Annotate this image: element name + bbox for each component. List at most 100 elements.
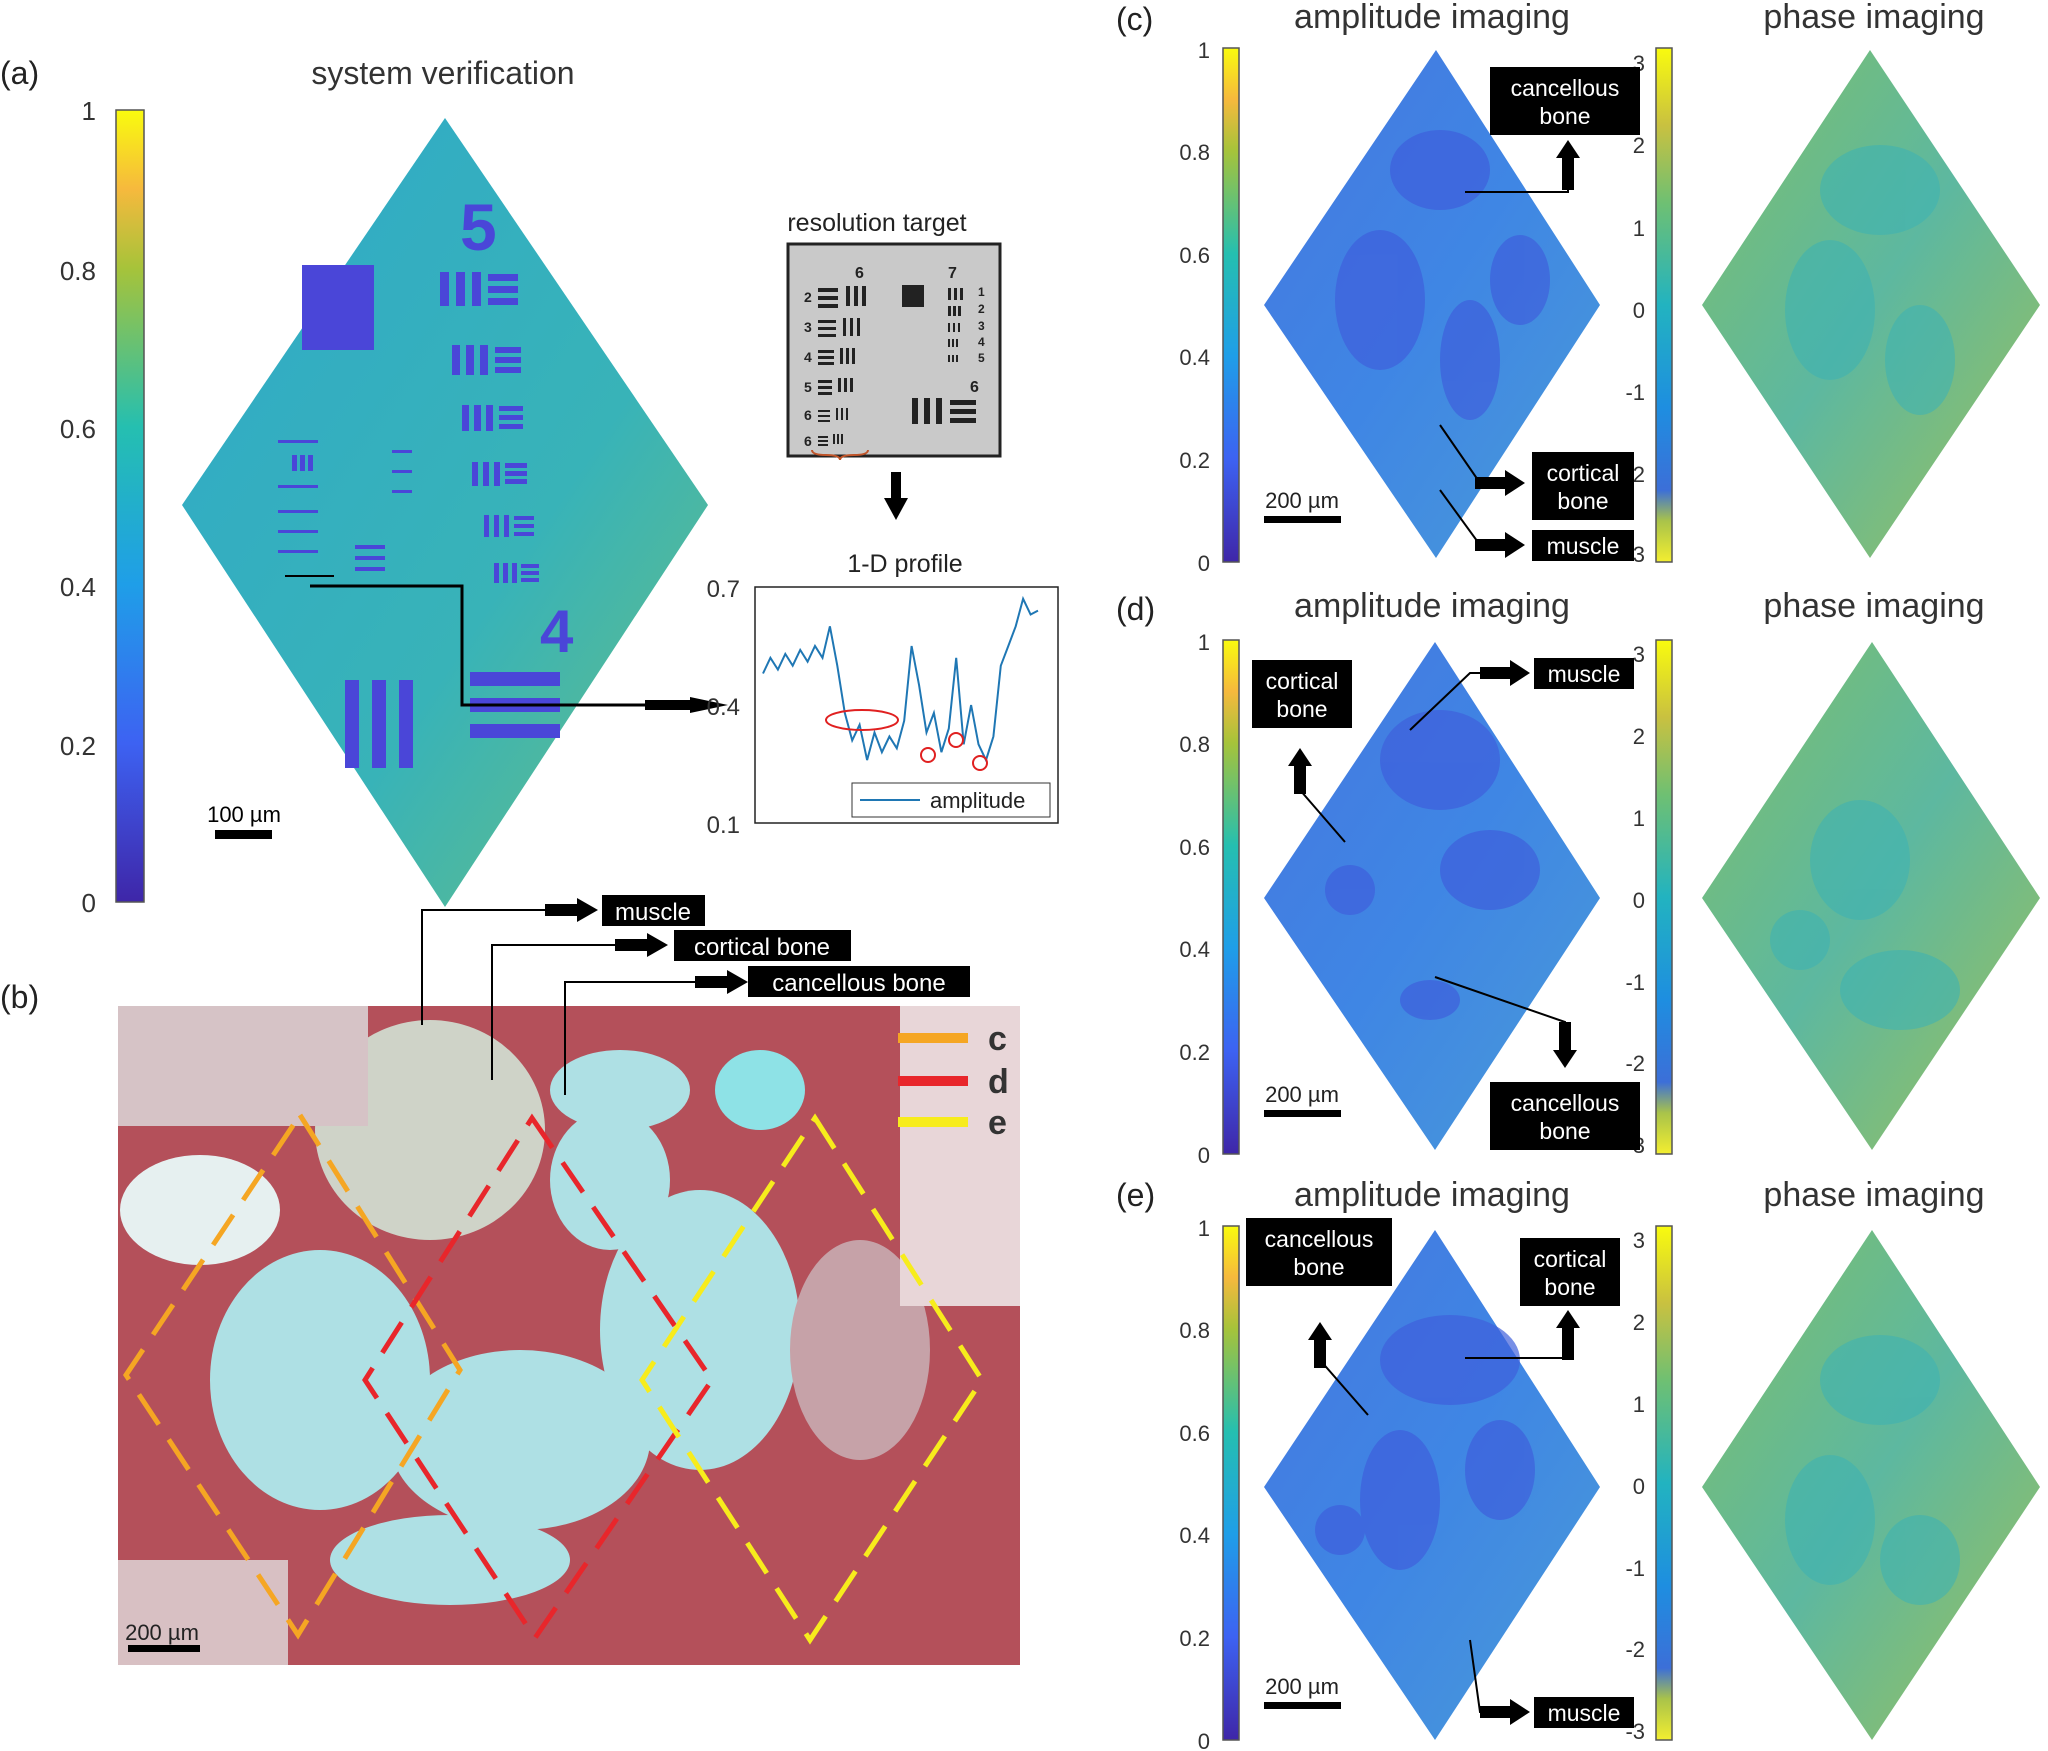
svg-text:3: 3: [1633, 1228, 1645, 1253]
colorbar-c-phase-ticks: -3 -2 -1 0 1 2 3: [1625, 51, 1645, 567]
callout-e-cortical: [1520, 1238, 1620, 1306]
svg-text:bone: bone: [1276, 696, 1327, 722]
svg-text:3: 3: [978, 319, 985, 333]
colorbar-d-amp-ticks: 0 0.2 0.4 0.6 0.8 1: [1179, 630, 1210, 1168]
panel-c: (c) amplitude imaging phase imaging 0 0.…: [1116, 0, 2040, 576]
svg-text:1: 1: [1198, 1216, 1210, 1241]
svg-text:7: 7: [948, 265, 957, 282]
svg-text:6: 6: [804, 407, 812, 423]
svg-text:6: 6: [804, 433, 812, 449]
svg-text:0: 0: [1633, 298, 1645, 323]
colorbar-e-phase: [1655, 1225, 1673, 1741]
callout-cortical: [674, 930, 851, 961]
svg-text:-1: -1: [1625, 1556, 1645, 1581]
svg-text:0.6: 0.6: [1179, 835, 1210, 860]
colorbar-c-amp-ticks: 0 0.2 0.4 0.6 0.8 1: [1179, 38, 1210, 576]
callout-muscle-label: muscle: [615, 899, 691, 926]
profile-annotation: [948, 732, 964, 748]
phase-texture-c: [1785, 145, 1955, 415]
roi-legend: c d e: [898, 1020, 1009, 1142]
scalebar-b: [128, 1645, 200, 1652]
panel-e-phase-title: phase imaging: [1763, 1176, 1984, 1214]
svg-text:3: 3: [804, 319, 812, 335]
svg-text:6: 6: [970, 379, 979, 396]
roi-e: [639, 1113, 985, 1645]
callout-cancellous: [748, 966, 970, 997]
profile-annotation: [920, 747, 936, 763]
amplitude-image-c: [1264, 50, 1600, 558]
svg-text:-1: -1: [1625, 970, 1645, 995]
arrow-down: [891, 472, 901, 500]
svg-text:4: 4: [804, 349, 812, 365]
scalebar-a-label: 100 µm: [207, 802, 281, 827]
panel-e-label: (e): [1116, 1177, 1155, 1213]
verification-image: [182, 118, 708, 907]
svg-text:6: 6: [855, 265, 864, 282]
svg-text:2: 2: [804, 289, 812, 305]
colorbar-a-ticks: 0 0.2 0.4 0.6 0.8 1: [60, 96, 96, 918]
panel-e: (e) amplitude imaging phase imaging 0 0.…: [1116, 1176, 2040, 1751]
callout-muscle: [602, 895, 705, 926]
phase-texture-e: [1785, 1335, 1960, 1605]
scalebar-a: [215, 830, 272, 839]
callout-cortical-label: cortical bone: [694, 934, 830, 961]
panel-d-amp-title: amplitude imaging: [1294, 587, 1570, 625]
profile-title: 1-D profile: [847, 550, 962, 578]
amplitude-texture-c: [1335, 130, 1550, 420]
colorbar-c-amp: [1222, 47, 1240, 563]
ytick: 0.4: [707, 694, 740, 721]
colorbar-d-phase: [1655, 639, 1673, 1155]
legend-e: e: [988, 1104, 1007, 1142]
scalebar-d-label: 200 µm: [1265, 1082, 1339, 1107]
tick: 0.6: [60, 414, 96, 444]
panel-a-title: system verification: [311, 55, 574, 91]
svg-text:-2: -2: [1625, 1637, 1645, 1662]
svg-text:bone: bone: [1544, 1274, 1595, 1300]
svg-text:bone: bone: [1539, 103, 1590, 129]
callout-c-muscle: [1532, 530, 1634, 561]
tick: 0.4: [60, 572, 96, 602]
svg-text:0.6: 0.6: [1179, 243, 1210, 268]
panel-d-label: (d): [1116, 591, 1155, 627]
colorbar-d-phase-ticks: -3 -2 -1 0 1 2 3: [1625, 642, 1645, 1158]
roi-c: [122, 1110, 463, 1640]
svg-text:5: 5: [978, 351, 985, 365]
svg-text:cancellous: cancellous: [1511, 75, 1620, 101]
svg-text:1: 1: [1198, 38, 1210, 63]
svg-text:bone: bone: [1293, 1254, 1344, 1280]
svg-text:0.4: 0.4: [1179, 937, 1210, 962]
profile-yticks: 0.1 0.4 0.7: [707, 576, 740, 839]
svg-text:0.6: 0.6: [1179, 1421, 1210, 1446]
target-pattern: 6 7 2 1 3 2 4 3 5 4 6 5 6 6: [804, 265, 985, 449]
panel-b-label: (b): [0, 979, 39, 1015]
svg-text:-1: -1: [1625, 380, 1645, 405]
colorbar-d-amp: [1222, 639, 1240, 1155]
target-bracket: [811, 449, 869, 461]
svg-text:0.8: 0.8: [1179, 1318, 1210, 1343]
callout-e-cancellous: [1246, 1218, 1392, 1286]
panel-d: (d) amplitude imaging phase imaging 0 0.…: [1116, 587, 2040, 1168]
svg-text:cortical: cortical: [1534, 1246, 1607, 1272]
panel-a: (a) system verification 0 0.2 0.4 0.6 0.…: [0, 55, 1059, 918]
colorbar-c-phase: [1655, 47, 1673, 563]
svg-text:4: 4: [540, 598, 574, 665]
colorbar-e-phase-ticks: -3 -2 -1 0 1 2 3: [1625, 1228, 1645, 1744]
profile-annotation: [825, 709, 899, 731]
svg-text:5: 5: [460, 190, 497, 264]
svg-text:bone: bone: [1557, 488, 1608, 514]
panel-c-label: (c): [1116, 1, 1153, 37]
scalebar-b-label: 200 µm: [125, 1620, 199, 1645]
scalebar-c: [1264, 516, 1341, 523]
legend-d: d: [988, 1063, 1009, 1101]
svg-text:0: 0: [1198, 1729, 1210, 1751]
panel-b: (b) c d e 200 µm: [0, 895, 1020, 1665]
svg-text:2: 2: [1633, 724, 1645, 749]
ytick: 0.7: [707, 576, 740, 603]
profile-legend: [851, 782, 1051, 818]
svg-text:0.2: 0.2: [1179, 1626, 1210, 1651]
svg-text:1: 1: [1633, 806, 1645, 831]
svg-text:2: 2: [1633, 1310, 1645, 1335]
colorbar-e-amp-ticks: 0 0.2 0.4 0.6 0.8 1: [1179, 1216, 1210, 1751]
svg-text:3: 3: [1633, 642, 1645, 667]
